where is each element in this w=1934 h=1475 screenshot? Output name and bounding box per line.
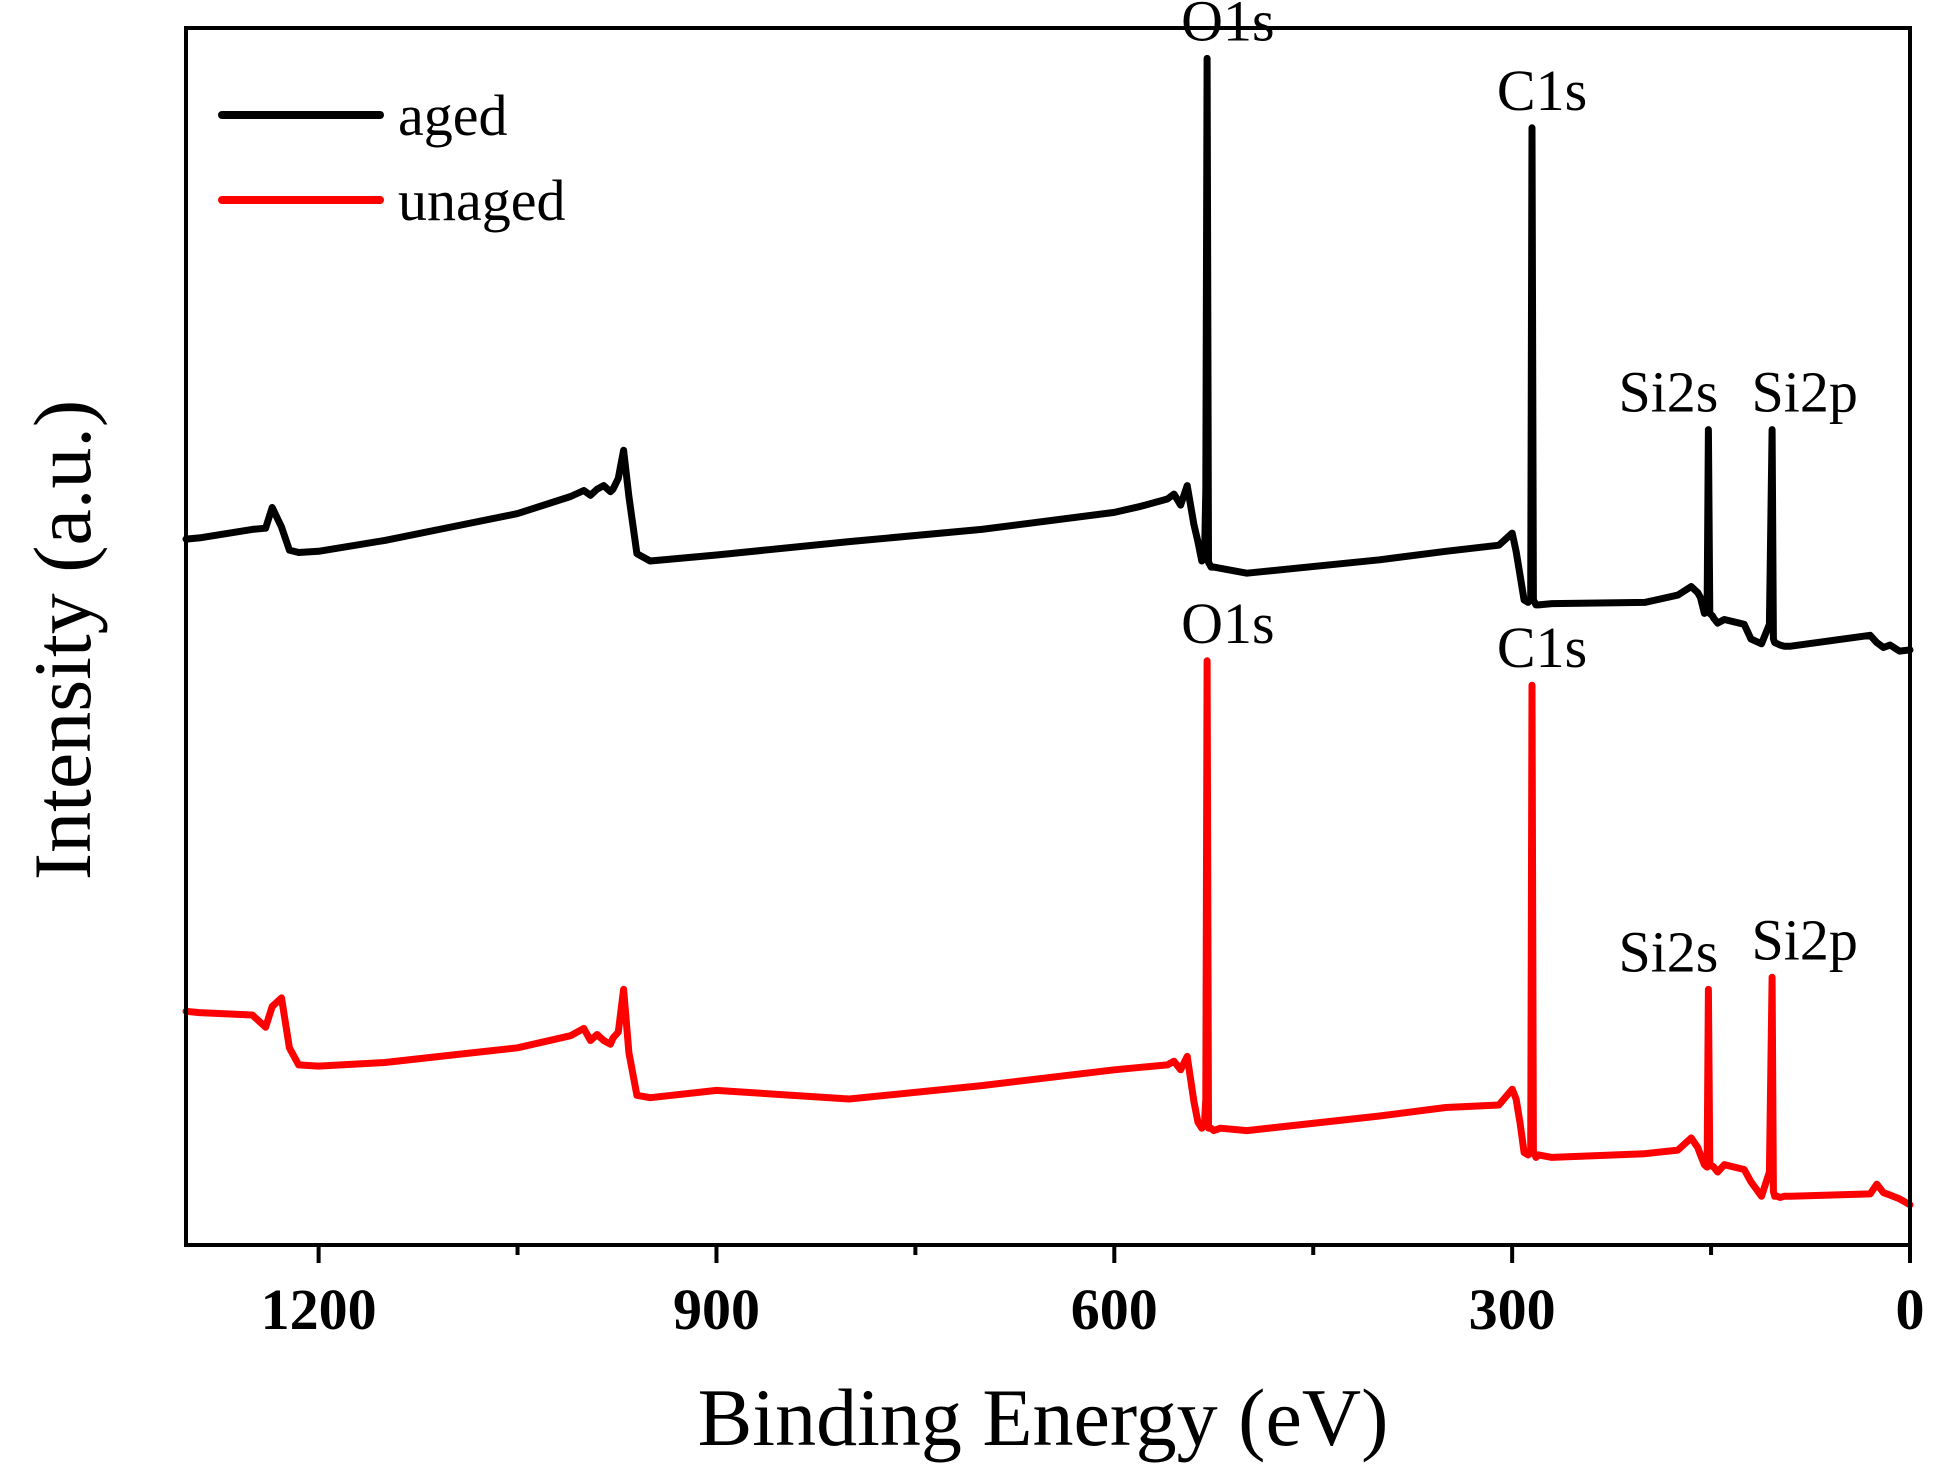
y-axis-title: Intensity (a.u.) [17, 400, 108, 880]
peak-label-si2s-unaged: Si2s [1618, 919, 1718, 984]
series-line-aged [182, 54, 1914, 655]
x-axis-ticks: 1200 900 600 300 0 [261, 1245, 1925, 1342]
plot-frame [184, 26, 1912, 1247]
x-tick-label: 1200 [261, 1277, 377, 1342]
x-axis-title: Binding Energy (eV) [698, 1372, 1389, 1463]
peak-label-o1s-unaged: O1s [1181, 591, 1274, 656]
legend-label-unaged: unaged [398, 168, 566, 233]
x-tick-label: 0 [1896, 1277, 1925, 1342]
peak-label-c1s-aged: C1s [1497, 58, 1587, 123]
series-line-unaged [182, 657, 1914, 1209]
peak-annotations: O1s C1s Si2s Si2p O1s C1s Si2s Si2p [1181, 0, 1858, 984]
x-tick-label: 900 [673, 1277, 760, 1342]
x-tick-label: 300 [1469, 1277, 1556, 1342]
peak-label-si2p-unaged: Si2p [1752, 907, 1858, 972]
peak-label-si2p-aged: Si2p [1752, 360, 1858, 425]
legend: aged unaged [218, 83, 566, 233]
peak-label-c1s-unaged: C1s [1497, 615, 1587, 680]
x-tick-label: 600 [1071, 1277, 1158, 1342]
legend-label-aged: aged [398, 83, 508, 148]
peak-label-si2s-aged: Si2s [1618, 360, 1718, 425]
peak-label-o1s-aged: O1s [1181, 0, 1274, 53]
series-layer [182, 54, 1914, 1209]
